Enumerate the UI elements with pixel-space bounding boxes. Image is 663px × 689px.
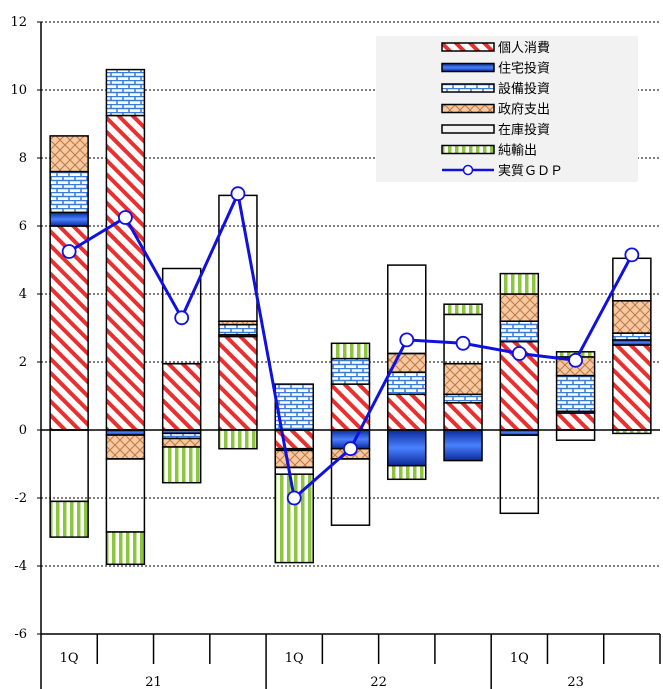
gdp-point-2022Q4 — [455, 335, 471, 351]
y-tick-label: 2 — [19, 355, 27, 370]
bar-government-2022Q1 — [274, 449, 314, 469]
bar-inventory-2021Q1 — [49, 429, 89, 503]
bar-equipment-2022Q2 — [330, 357, 371, 385]
x-axis-labels: 1Q 1Q 1Q 21 22 23 — [60, 634, 661, 689]
bar-net_exports-2023Q1 — [499, 272, 540, 295]
legend-box — [376, 36, 638, 182]
bar-government-2023Q3 — [612, 300, 652, 334]
bar-equipment-2023Q2 — [555, 374, 596, 413]
gdp-point-2021Q2 — [118, 210, 133, 225]
gdp-point-2021Q3 — [174, 310, 190, 326]
bar-segments — [49, 68, 652, 566]
bar-government-2021Q3 — [161, 437, 202, 448]
gdp-line-series — [61, 186, 640, 506]
gdp-point-2021Q4 — [230, 186, 246, 202]
gdp-point-2023Q1 — [511, 346, 527, 361]
bar-inventory-2021Q3 — [161, 267, 202, 365]
gdp-point-2023Q2 — [568, 352, 583, 368]
legend-swatch-inventory — [441, 124, 495, 134]
bar-housing-2023Q3 — [612, 339, 652, 346]
bar-consumption-2022Q3 — [387, 393, 427, 431]
y-tick-label: 0 — [19, 423, 27, 438]
legend-label-housing: 住宅投資 — [498, 61, 550, 77]
legend-label-government: 政府支出 — [498, 103, 550, 118]
quarter-label: 1Q — [510, 651, 529, 666]
bar-equipment-2021Q3 — [161, 432, 202, 440]
legend-label-inventory: 在庫投資 — [498, 122, 550, 138]
gdp-point-2023Q3 — [624, 247, 640, 263]
bar-consumption-2021Q2 — [105, 114, 146, 431]
bar-equipment-2023Q3 — [612, 332, 652, 341]
legend-swatch-equipment — [441, 83, 495, 93]
bar-consumption-2021Q4 — [218, 335, 258, 431]
bar-inventory-2021Q2 — [105, 458, 146, 533]
bar-consumption-2023Q2 — [555, 412, 596, 431]
bar-consumption-2022Q4 — [443, 402, 483, 431]
bar-equipment-2021Q1 — [49, 170, 89, 214]
bar-government-2021Q2 — [105, 434, 146, 460]
y-tick-label: 10 — [10, 83, 27, 98]
bar-housing-2021Q1 — [49, 211, 89, 227]
bar-government-2023Q1 — [499, 293, 540, 322]
legend-swatch-consumption — [441, 42, 495, 52]
bar-equipment-2022Q4 — [443, 393, 483, 404]
bar-net_exports-2021Q4 — [218, 429, 258, 450]
bar-housing-2022Q4 — [443, 429, 483, 462]
legend-label-consumption: 個人消費 — [498, 41, 550, 56]
bar-net_exports-2021Q3 — [161, 446, 202, 484]
bar-inventory-2022Q3 — [387, 264, 427, 355]
bar-inventory-2022Q1 — [274, 466, 314, 475]
bar-net_exports-2022Q2 — [330, 342, 371, 360]
y-tick-label: -4 — [14, 559, 27, 574]
year-label: 22 — [370, 675, 387, 689]
bar-housing-2023Q1 — [499, 429, 540, 436]
year-label: 23 — [567, 675, 584, 689]
bar-housing-2022Q3 — [387, 429, 427, 467]
year-label: 21 — [145, 675, 162, 689]
legend-swatch-net_exports — [441, 144, 495, 155]
y-tick-label: -2 — [14, 491, 27, 506]
axes — [40, 22, 660, 689]
bar-equipment-2023Q1 — [499, 320, 540, 343]
bar-housing-2021Q2 — [105, 429, 146, 436]
quarter-label: 1Q — [285, 651, 304, 666]
gdp-point-2022Q2 — [343, 441, 358, 457]
bar-government-2021Q1 — [49, 135, 89, 173]
bar-net_exports-2022Q1 — [274, 473, 314, 564]
y-tick-label: 12 — [10, 15, 27, 30]
legend-swatch-government — [441, 103, 495, 114]
bar-government-2022Q4 — [443, 362, 483, 396]
bar-inventory-2023Q1 — [499, 434, 540, 515]
bar-net_exports-2021Q1 — [49, 500, 89, 538]
legend-swatch-housing — [441, 62, 495, 73]
bar-equipment-2022Q3 — [387, 371, 427, 396]
bar-net_exports-2021Q2 — [105, 531, 146, 566]
bar-equipment-2021Q2 — [105, 68, 146, 117]
y-tick-label: 8 — [19, 151, 27, 166]
bar-equipment-2021Q4 — [218, 323, 258, 336]
legend-swatch-marker — [462, 164, 474, 176]
y-axis-ticks: 12 10 8 6 4 2 0 -2 -4 -6 — [10, 15, 41, 642]
legend-label-gdp_line: 実質ＧＤＰ — [498, 163, 563, 179]
y-tick-label: 6 — [19, 219, 27, 234]
y-tick-label: -6 — [14, 627, 27, 642]
bar-net_exports-2022Q3 — [387, 464, 427, 481]
gdp-point-2022Q3 — [399, 332, 415, 348]
bar-inventory-2022Q2 — [330, 458, 371, 526]
legend-label-net_exports: 純輸出 — [498, 144, 537, 159]
y-tick-label: 4 — [19, 287, 27, 302]
gdp-point-2021Q1 — [61, 244, 77, 259]
quarter-label: 1Q — [60, 651, 79, 666]
bar-consumption-2021Q1 — [49, 225, 89, 431]
bar-net_exports-2022Q4 — [443, 303, 483, 316]
bar-consumption-2021Q3 — [161, 362, 202, 431]
gdp-point-2022Q1 — [286, 490, 302, 506]
bar-consumption-2023Q3 — [612, 344, 652, 431]
bar-inventory-2023Q2 — [555, 429, 596, 441]
legend-label-equipment: 設備投資 — [498, 81, 550, 97]
